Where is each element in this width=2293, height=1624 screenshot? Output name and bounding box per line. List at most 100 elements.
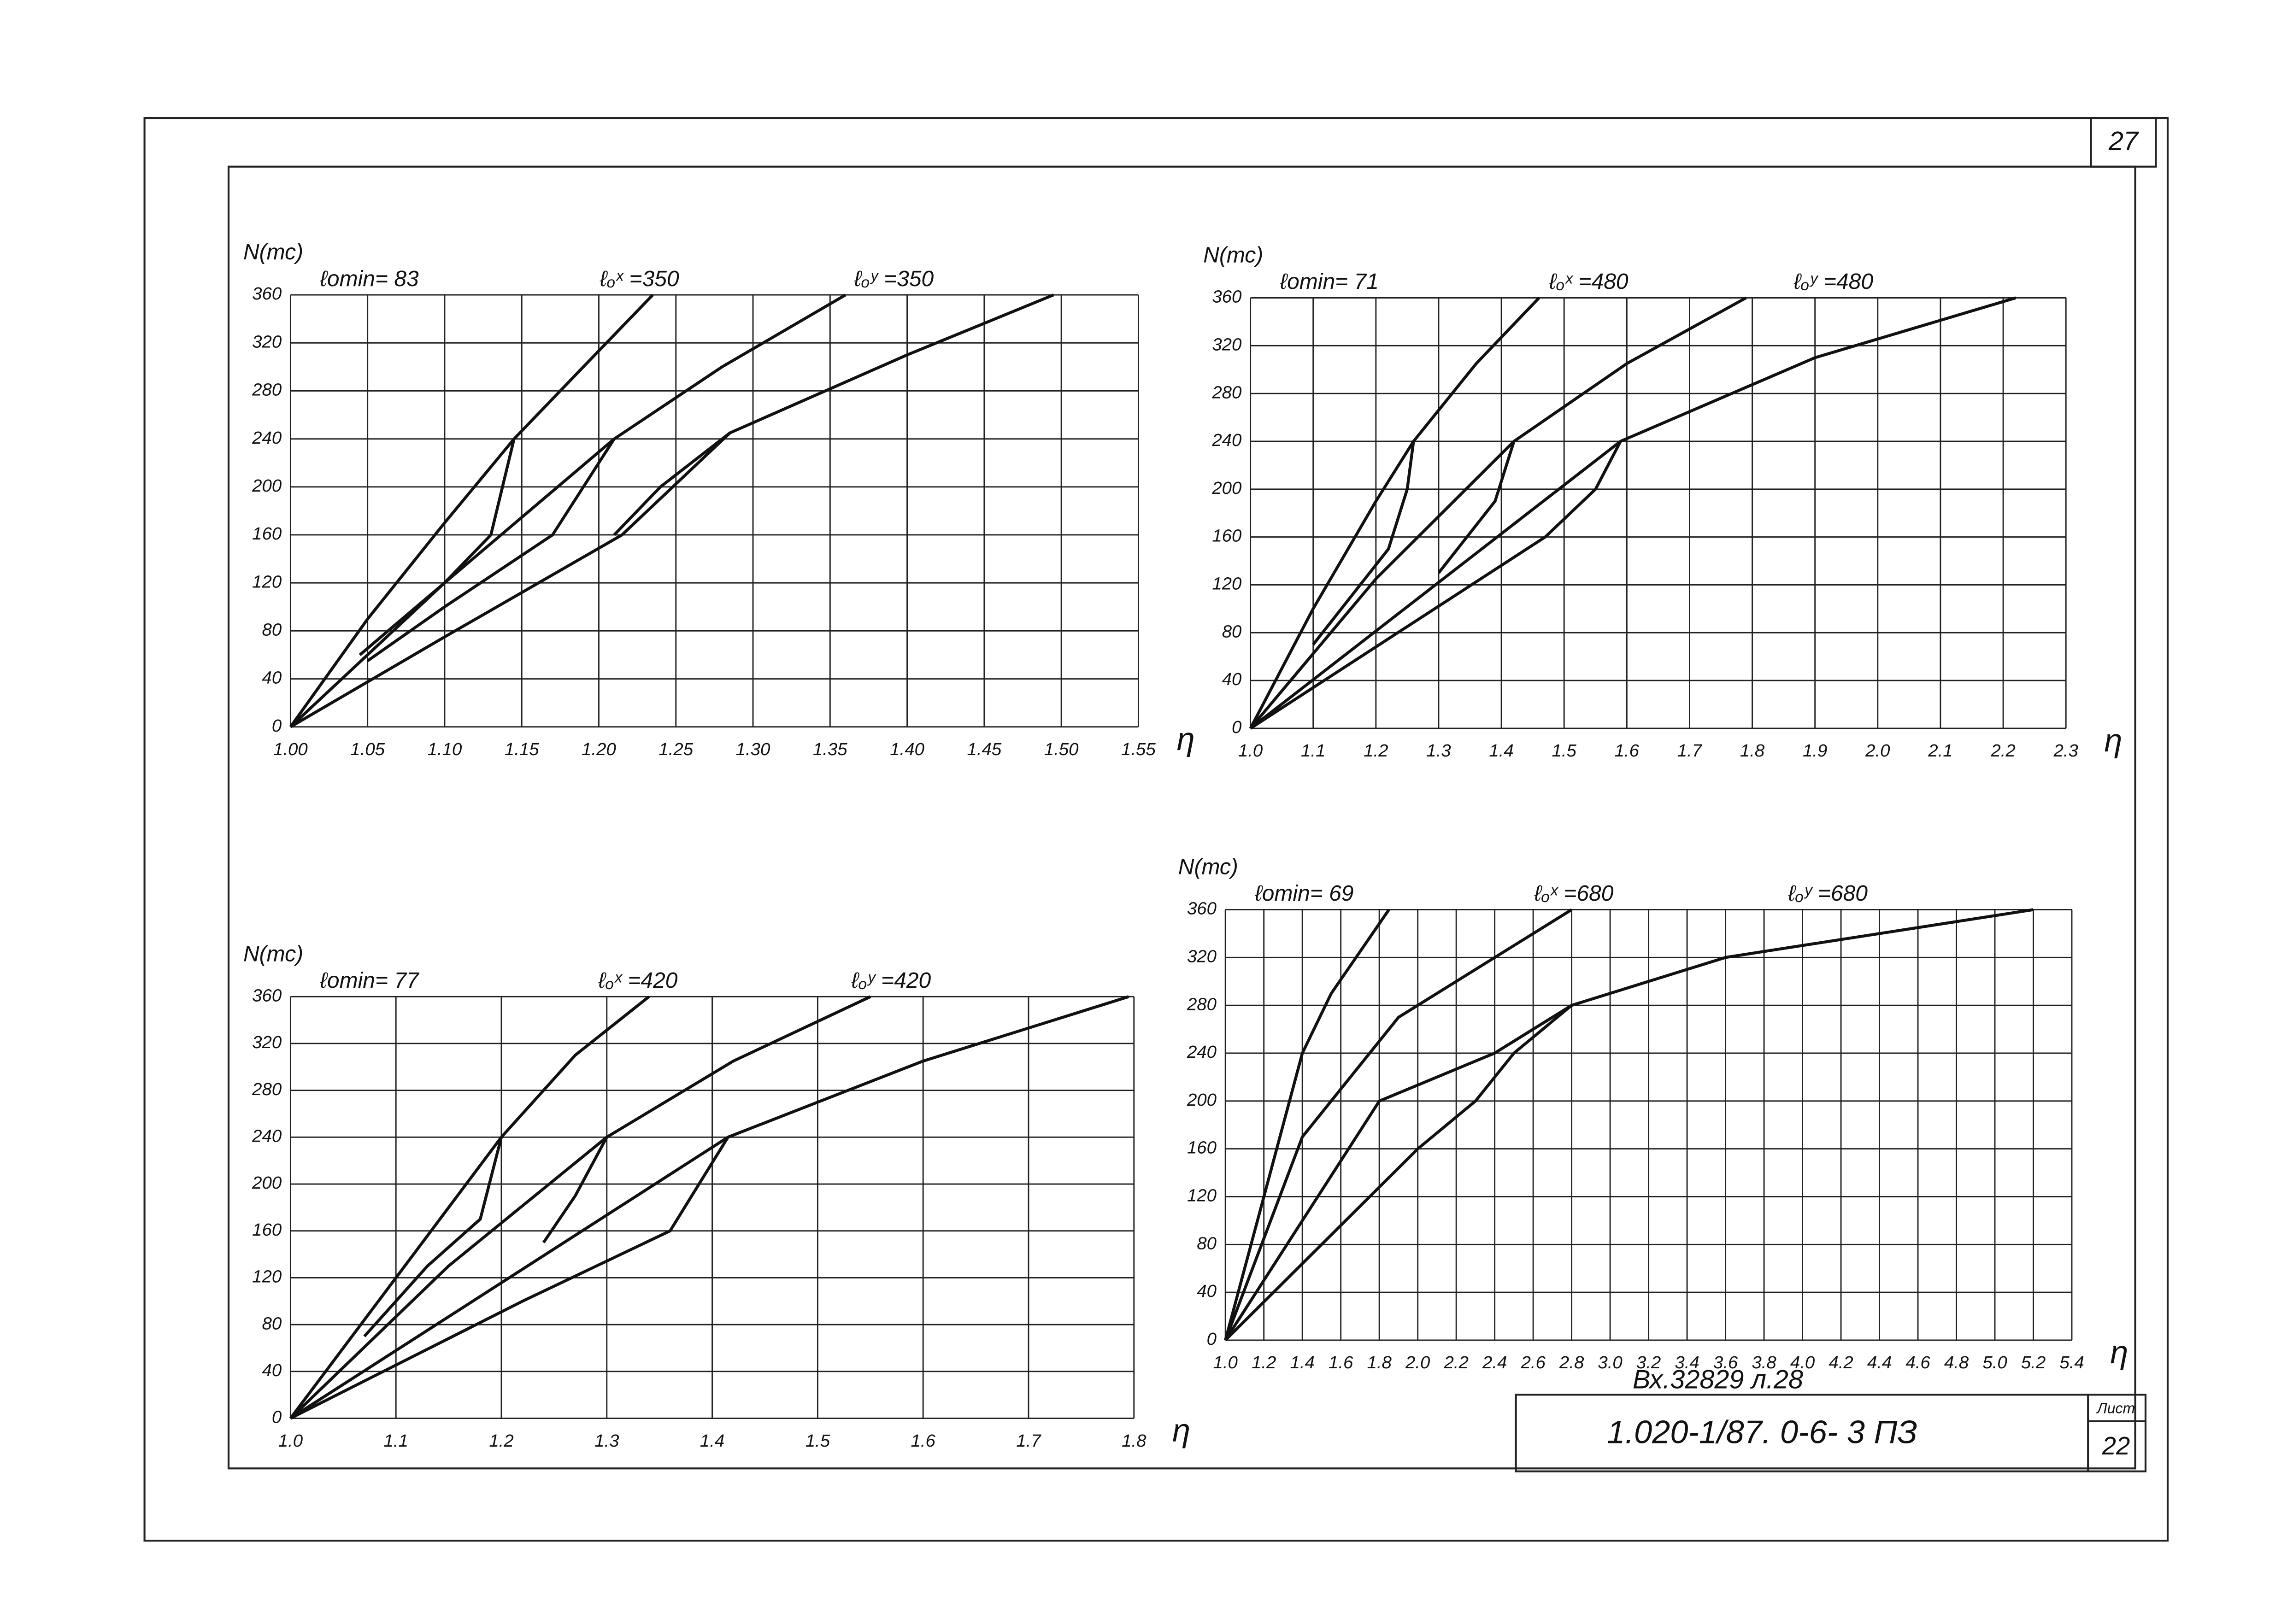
y-tick-label: 120 xyxy=(1187,1186,1217,1206)
y-tick-label: 0 xyxy=(272,1407,282,1427)
y-tick-label: 200 xyxy=(1187,1090,1217,1110)
curve xyxy=(1224,909,1390,1341)
y-tick-label: 240 xyxy=(1187,1042,1217,1062)
x-tick-label: 4.4 xyxy=(1867,1353,1892,1372)
y-tick-label: 0 xyxy=(272,716,282,736)
y-axis-label: N(тс) xyxy=(1178,855,1238,879)
x-tick-label: 2.0 xyxy=(1865,741,1890,761)
x-tick-label: 2.4 xyxy=(1482,1353,1507,1372)
annotation: ℓₒʸ =420 xyxy=(851,968,931,993)
x-tick-label: 1.4 xyxy=(700,1431,724,1451)
x-tick-label: 1.1 xyxy=(1301,741,1325,761)
x-tick-label: 3.8 xyxy=(1752,1353,1776,1372)
x-tick-label: 5.2 xyxy=(2021,1353,2046,1372)
y-tick-label: 40 xyxy=(1222,669,1242,689)
y-axis-label: N(тс) xyxy=(1203,243,1263,268)
y-tick-label: 120 xyxy=(1212,574,1242,594)
y-tick-label: 320 xyxy=(252,332,282,352)
y-tick-label: 320 xyxy=(1212,334,1242,354)
x-tick-label: 1.7 xyxy=(1016,1431,1041,1451)
x-tick-label: 1.05 xyxy=(350,739,385,759)
curve xyxy=(1249,440,1622,730)
y-axis-label: N(тс) xyxy=(243,240,303,264)
annotation: ℓₒˣ =680 xyxy=(1534,881,1613,906)
x-tick-label: 2.3 xyxy=(2053,741,2079,761)
x-tick-label: 1.6 xyxy=(911,1431,936,1451)
curve xyxy=(366,438,616,662)
x-tick-label: 1.00 xyxy=(273,739,308,759)
x-tick-label: 2.6 xyxy=(1520,1353,1546,1372)
y-tick-label: 0 xyxy=(1232,717,1242,737)
x-tick-label: 1.5 xyxy=(1552,741,1577,761)
x-tick-label: 3.2 xyxy=(1636,1353,1661,1372)
curve xyxy=(289,995,1129,1420)
x-tick-label: 1.4 xyxy=(1489,741,1513,761)
x-axis-label: η xyxy=(1172,1412,1190,1448)
x-tick-label: 1.10 xyxy=(428,739,462,759)
annotation: ℓomin= 71 xyxy=(1280,270,1379,294)
x-tick-label: 3.4 xyxy=(1675,1353,1699,1372)
x-tick-label: 4.2 xyxy=(1829,1353,1853,1372)
x-tick-label: 2.8 xyxy=(1559,1353,1584,1372)
curve xyxy=(1249,297,1540,729)
x-tick-label: 3.0 xyxy=(1598,1353,1623,1372)
y-tick-label: 80 xyxy=(1222,621,1242,641)
y-tick-label: 280 xyxy=(252,380,282,400)
annotation: ℓₒʸ =350 xyxy=(854,267,934,291)
x-tick-label: 1.25 xyxy=(659,739,693,759)
x-tick-label: 1.2 xyxy=(489,1431,513,1451)
annotation: ℓomin= 69 xyxy=(1254,881,1353,906)
inventory-number: Вх.32829 л.28 xyxy=(1633,1365,1803,1395)
page-number: 27 xyxy=(2108,127,2139,156)
x-tick-label: 4.8 xyxy=(1944,1353,1969,1372)
document-code: 1.020-1/87. 0-6- 3 ПЗ xyxy=(1607,1413,1917,1450)
stamp-box xyxy=(1515,1394,2147,1472)
x-tick-label: 1.20 xyxy=(582,739,616,759)
x-tick-label: 1.45 xyxy=(967,739,1001,759)
annotation: ℓₒˣ =350 xyxy=(600,267,679,291)
y-tick-label: 80 xyxy=(1197,1233,1217,1253)
x-tick-label: 1.0 xyxy=(1238,741,1263,761)
x-tick-label: 2.2 xyxy=(1990,741,2015,761)
y-tick-label: 280 xyxy=(252,1079,282,1099)
x-tick-label: 1.8 xyxy=(1367,1353,1392,1372)
annotation: ℓₒˣ =480 xyxy=(1549,270,1629,294)
x-tick-label: 1.6 xyxy=(1329,1353,1353,1372)
y-tick-label: 120 xyxy=(252,572,282,592)
y-tick-label: 0 xyxy=(1207,1329,1217,1349)
x-tick-label: 1.6 xyxy=(1615,741,1640,761)
curve xyxy=(1224,908,2034,1341)
y-tick-label: 360 xyxy=(252,985,282,1005)
y-tick-label: 200 xyxy=(252,476,282,496)
y-tick-label: 40 xyxy=(262,1360,282,1380)
y-tick-label: 160 xyxy=(1212,526,1242,546)
x-axis-label: η xyxy=(1177,721,1195,757)
y-tick-label: 360 xyxy=(252,284,282,304)
x-tick-label: 4.6 xyxy=(1905,1353,1930,1372)
x-axis-label: η xyxy=(2104,722,2122,758)
x-tick-label: 2.2 xyxy=(1443,1353,1468,1372)
y-tick-label: 160 xyxy=(252,1220,282,1240)
y-tick-label: 40 xyxy=(1197,1281,1217,1301)
x-tick-label: 1.2 xyxy=(1252,1353,1276,1372)
y-tick-label: 200 xyxy=(1211,478,1242,498)
y-tick-label: 80 xyxy=(262,620,282,639)
curve xyxy=(1437,440,1516,574)
x-tick-label: 1.8 xyxy=(1740,741,1765,761)
x-tick-label: 1.3 xyxy=(1426,741,1451,761)
x-tick-label: 1.5 xyxy=(805,1431,830,1451)
curve xyxy=(1312,441,1415,646)
curve xyxy=(289,293,1054,728)
curve xyxy=(1249,296,2017,730)
x-tick-label: 5.0 xyxy=(1982,1353,2007,1372)
y-tick-label: 360 xyxy=(1212,287,1242,307)
y-tick-label: 320 xyxy=(252,1032,282,1052)
annotation: ℓomin= 77 xyxy=(319,968,420,993)
x-tick-label: 1.9 xyxy=(1803,741,1827,761)
x-tick-label: 1.15 xyxy=(505,739,539,759)
x-tick-label: 1.3 xyxy=(594,1431,619,1451)
y-tick-label: 280 xyxy=(1187,994,1217,1014)
annotation: ℓₒʸ =480 xyxy=(1793,270,1873,294)
x-tick-label: 1.0 xyxy=(278,1431,303,1451)
x-tick-label: 2.0 xyxy=(1405,1353,1430,1372)
